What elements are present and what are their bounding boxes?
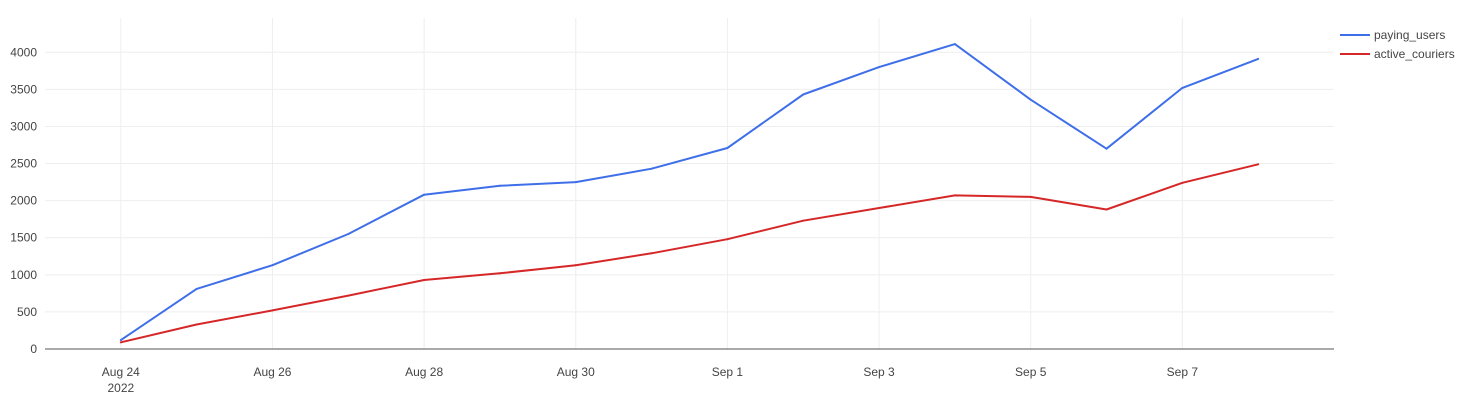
data-point-active_couriers	[650, 252, 653, 255]
y-tick-label: 0	[30, 342, 37, 356]
data-point-active_couriers	[953, 194, 956, 197]
x-tick-label: Sep 3	[863, 365, 895, 379]
data-point-paying_users	[802, 93, 805, 96]
data-point-paying_users	[1105, 147, 1108, 150]
x-tick-labels: Aug 24 2022 Aug 26 Aug 28 Aug 30 Sep 1 Sep 3 Se…	[102, 365, 1199, 395]
y-tick-label: 2000	[10, 194, 37, 208]
legend-label-paying_users: paying_users	[1374, 28, 1445, 42]
data-point-active_couriers	[726, 238, 729, 241]
grid	[45, 18, 1334, 349]
data-point-paying_users	[726, 146, 729, 149]
x-tick-label: Aug 28	[405, 365, 443, 379]
data-point-paying_users	[498, 184, 501, 187]
data-point-active_couriers	[1105, 208, 1108, 211]
data-point-active_couriers	[271, 309, 274, 312]
y-tick-label: 3000	[10, 119, 37, 133]
y-tick-label: 4000	[10, 45, 37, 59]
data-point-active_couriers	[1257, 163, 1260, 166]
data-point-paying_users	[574, 181, 577, 184]
data-point-active_couriers	[1181, 181, 1184, 184]
y-tick-label: 1500	[10, 231, 37, 245]
data-point-active_couriers	[574, 264, 577, 267]
legend-label-active_couriers: active_couriers	[1374, 47, 1455, 61]
data-point-active_couriers	[802, 219, 805, 222]
data-point-active_couriers	[195, 323, 198, 326]
y-tick-labels: 0 500 1000 1500 2000 2500 3000 3500 4000	[10, 45, 37, 356]
data-point-active_couriers	[498, 272, 501, 275]
x-tick-sublabel: 2022	[107, 381, 134, 395]
series-lines	[119, 43, 1260, 344]
x-tick-label: Sep 5	[1015, 365, 1047, 379]
x-tick-label: Aug 30	[557, 365, 595, 379]
data-point-paying_users	[878, 66, 881, 69]
data-point-paying_users	[119, 339, 122, 342]
data-point-paying_users	[650, 167, 653, 170]
y-tick-label: 500	[17, 305, 37, 319]
data-point-active_couriers	[878, 207, 881, 210]
data-point-paying_users	[423, 193, 426, 196]
series-line-paying_users	[120, 43, 1259, 341]
x-tick-label: Sep 7	[1167, 365, 1199, 379]
x-tick-label: Sep 1	[712, 365, 744, 379]
data-point-paying_users	[347, 233, 350, 236]
legend: paying_users active_couriers	[1340, 28, 1455, 61]
y-tick-label: 2500	[10, 157, 37, 171]
x-tick-label: Aug 24	[102, 365, 140, 379]
data-point-active_couriers	[1029, 195, 1032, 198]
data-point-paying_users	[1257, 57, 1260, 60]
series-line-active_couriers	[120, 163, 1259, 344]
y-tick-label: 3500	[10, 82, 37, 96]
y-tick-label: 1000	[10, 268, 37, 282]
data-point-active_couriers	[347, 294, 350, 297]
data-point-active_couriers	[119, 341, 122, 344]
data-point-active_couriers	[423, 279, 426, 282]
data-point-paying_users	[1029, 98, 1032, 101]
data-point-paying_users	[1181, 86, 1184, 89]
data-point-paying_users	[271, 264, 274, 267]
data-point-paying_users	[953, 43, 956, 46]
x-tick-label: Aug 26	[253, 365, 291, 379]
data-point-paying_users	[195, 287, 198, 290]
